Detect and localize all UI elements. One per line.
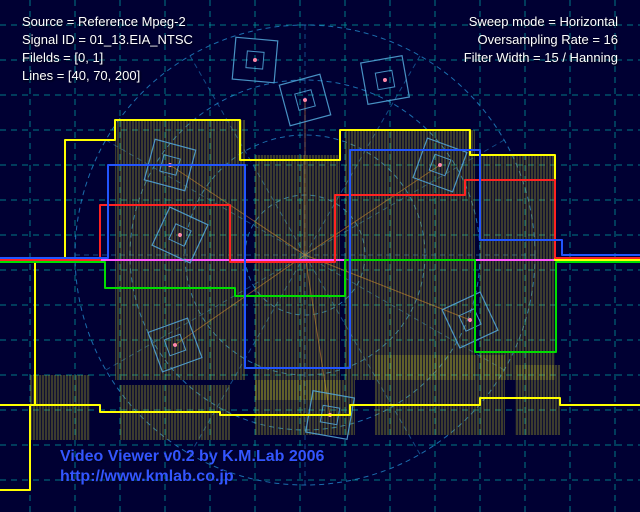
info-oversampling: Oversampling Rate = 16 [477, 32, 618, 47]
info-signal-id: Signal ID = 01_13.EIA_NTSC [22, 32, 193, 47]
info-sweep-mode: Sweep mode = Horizontal [469, 14, 618, 29]
credit-url: http://www.kmlab.co.jp [60, 468, 234, 486]
credit-title: Video Viewer v0.2 by K.M.Lab 2006 [60, 448, 324, 466]
info-filter-width: Filter Width = 15 / Hanning [464, 50, 618, 65]
info-fields: Filelds = [0, 1] [22, 50, 103, 65]
info-source: Source = Reference Mpeg-2 [22, 14, 186, 29]
info-lines: Lines = [40, 70, 200] [22, 68, 140, 83]
